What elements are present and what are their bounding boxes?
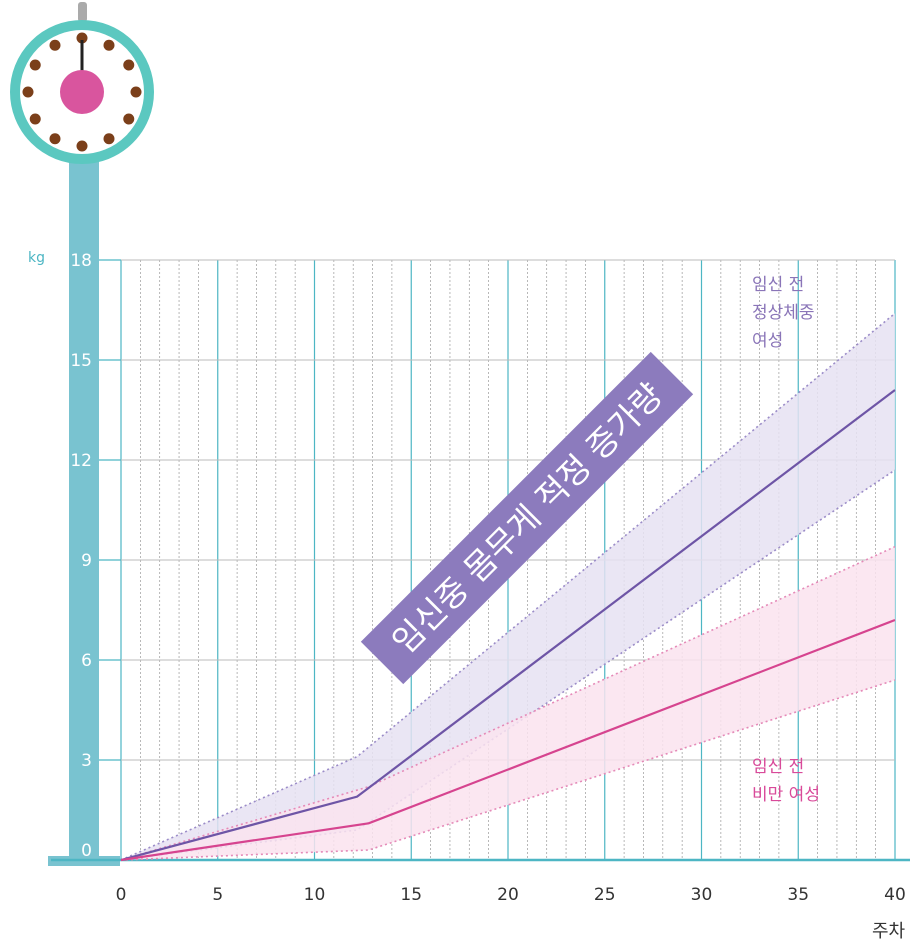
scale-pole — [69, 150, 99, 860]
y-tick-label: 15 — [70, 351, 92, 371]
legend-normal-line-1: 임신 전 — [752, 275, 804, 295]
legend-obese: 임신 전 비만 여성 — [752, 757, 820, 805]
clock-hour-dot — [103, 39, 115, 51]
y-axis: 0 3 6 9 12 15 18 — [70, 251, 121, 861]
band-upper-edge — [120, 312, 896, 861]
series-layer — [120, 312, 896, 862]
series-line — [120, 618, 896, 862]
y-tick-label: 6 — [81, 651, 92, 671]
x-tick-label: 15 — [400, 885, 422, 905]
weighing-scale-clock-icon — [10, 20, 154, 164]
x-axis-unit: 주차 — [872, 921, 906, 942]
band-lower-edge — [120, 679, 896, 861]
x-tick-label: 20 — [497, 885, 519, 905]
legend-obese-line-1: 임신 전 — [752, 757, 804, 777]
scale-knob — [78, 2, 87, 22]
x-tick-label: 0 — [116, 885, 127, 905]
x-axis: 0 5 10 15 20 25 30 35 40 — [116, 885, 906, 905]
clock-hour-dot — [29, 59, 41, 71]
x-tick-label: 30 — [691, 885, 713, 905]
band-upper-edge — [120, 545, 896, 861]
x-tick-label: 40 — [884, 885, 906, 905]
legend-normal-line-2: 정상체중 — [752, 303, 815, 323]
clock-hour-dot — [76, 140, 88, 152]
clock-hour-dot — [103, 133, 115, 145]
band-area — [121, 546, 895, 860]
y-tick-label: 12 — [70, 451, 92, 471]
y-tick-label: 9 — [81, 551, 92, 571]
y-tick-label: 0 — [81, 841, 92, 861]
clock-hour-dot — [49, 133, 61, 145]
clock-hour-dot — [123, 59, 135, 71]
clock-hour-dot — [123, 113, 135, 125]
legend-obese-line-2: 비만 여성 — [752, 785, 820, 805]
clock-hour-dot — [22, 86, 34, 98]
x-tick-label: 5 — [212, 885, 223, 905]
clock-hour-dot — [76, 32, 88, 44]
title-banner-bg — [360, 351, 694, 685]
clock-hour-dot — [29, 113, 41, 125]
x-tick-label: 25 — [594, 885, 616, 905]
legend-normal-weight: 임신 전 정상체중 여성 — [752, 275, 815, 351]
clock-hour-dot — [49, 39, 61, 51]
clock-hour-dot — [130, 86, 142, 98]
y-tick-label: 3 — [81, 751, 92, 771]
y-axis-unit: kg — [28, 250, 45, 266]
x-tick-label: 35 — [787, 885, 809, 905]
series-line — [120, 389, 896, 862]
x-tick-label: 10 — [304, 885, 326, 905]
y-tick-label: 18 — [70, 251, 92, 271]
legend-normal-line-3: 여성 — [752, 331, 783, 351]
clock-center — [60, 70, 104, 114]
